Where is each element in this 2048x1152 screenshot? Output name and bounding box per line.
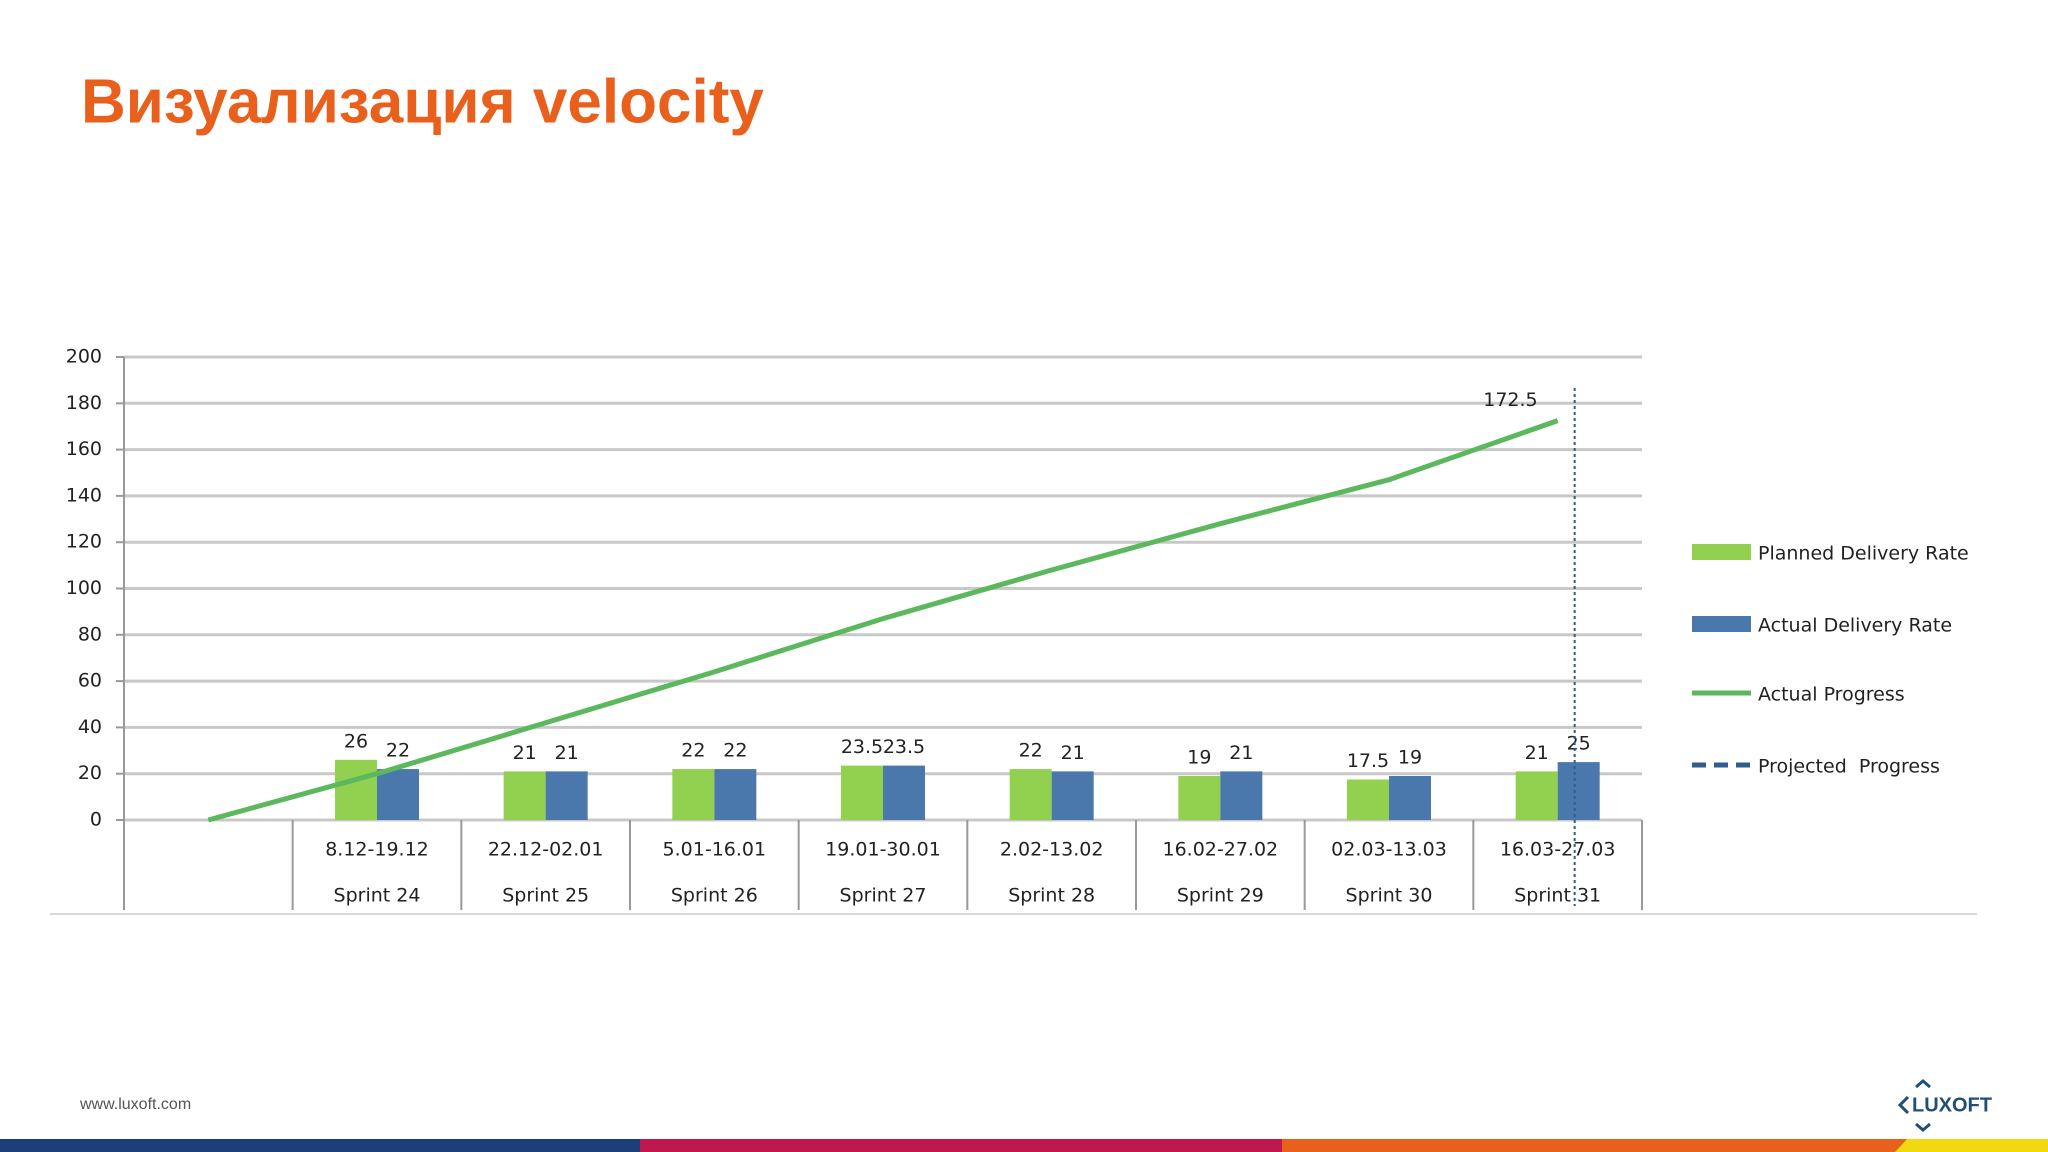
logo-mark [1897, 1079, 1931, 1132]
bar [1051, 771, 1094, 820]
bar [883, 765, 925, 820]
bar-label: 17.5 [1347, 750, 1389, 772]
bar [1389, 776, 1431, 820]
bar [1178, 776, 1221, 820]
logo-text: LUXOFT [1912, 1094, 1992, 1116]
progress-line [207, 418, 1559, 823]
sprint-label: Sprint 26 [671, 885, 758, 907]
footer-url: www.luxoft.com [79, 1096, 191, 1113]
bar [1220, 771, 1263, 820]
bar [672, 769, 715, 820]
x-tick-label: 8.12-19.12 [325, 839, 429, 861]
sprint-label: Sprint 27 [840, 885, 927, 907]
bar-label: 21 [513, 742, 537, 764]
bar-label: 19 [1398, 747, 1422, 769]
bar-label: 21 [555, 742, 579, 764]
sprint-label: Sprint 25 [502, 885, 589, 907]
x-tick-label: 16.02-27.02 [1163, 839, 1279, 861]
legend-swatch [1692, 616, 1751, 632]
sprint-label: Sprint 30 [1346, 885, 1433, 907]
bar-label: 23.5 [883, 736, 925, 758]
legend-label: Actual Progress [1758, 684, 1905, 706]
bar [1347, 779, 1389, 820]
bar-label: 21 [1525, 742, 1549, 764]
bar-label: 25 [1567, 733, 1591, 755]
line-label: 172.5 [1483, 389, 1537, 411]
bar [377, 769, 419, 820]
footer-bar [0, 1139, 640, 1152]
bar-label: 22 [1019, 740, 1043, 762]
bar-label: 19 [1187, 747, 1211, 769]
y-tick-label: 200 [66, 346, 102, 368]
x-tick-label: 22.12-02.01 [488, 839, 604, 861]
footer-bar [1282, 1139, 1907, 1152]
x-tick-label: 2.02-13.02 [1000, 839, 1104, 861]
bar [1557, 762, 1600, 820]
x-tick-label: 19.01-30.01 [825, 839, 941, 861]
x-tick-label: 5.01-16.01 [663, 839, 767, 861]
y-tick-label: 160 [66, 438, 102, 460]
legend-swatch [1692, 544, 1751, 560]
x-tick-label: 16.03-27.03 [1500, 839, 1616, 861]
bar [503, 771, 546, 820]
bar-label: 26 [344, 730, 368, 752]
bar [841, 765, 883, 820]
bar-label: 22 [386, 740, 410, 762]
slide-title: Визуализация velocity [81, 67, 764, 136]
y-tick-label: 60 [78, 670, 102, 692]
sprint-label: Sprint 24 [334, 885, 421, 907]
bar [545, 771, 588, 820]
legend-label: Projected Progress [1758, 756, 1940, 778]
bar [335, 759, 377, 820]
footer-bar [1895, 1139, 2048, 1152]
y-tick-label: 80 [78, 623, 102, 645]
y-tick-label: 140 [66, 484, 102, 506]
chart: 0 20 40 60 80 100 120 140 160 180 200 8.12-19.12 Spr… [66, 346, 1969, 910]
bar-label: 22 [681, 740, 705, 762]
y-tick-label: 20 [78, 762, 102, 784]
legend-label: Planned Delivery Rate [1758, 543, 1969, 565]
legend-label: Actual Delivery Rate [1758, 615, 1952, 637]
footer-bar [640, 1139, 1282, 1152]
sprint-label: Sprint 28 [1008, 885, 1095, 907]
y-tick-label: 40 [78, 716, 102, 738]
y-tick-label: 120 [66, 531, 102, 553]
sprint-label: Sprint 31 [1514, 885, 1601, 907]
x-tick-label: 02.03-13.03 [1331, 839, 1447, 861]
bar-label: 21 [1229, 742, 1253, 764]
y-tick-label: 180 [66, 392, 102, 414]
bar [1515, 771, 1558, 820]
bar-label: 22 [723, 740, 747, 762]
y-tick-label: 100 [66, 577, 102, 599]
bar-label: 21 [1061, 742, 1085, 764]
bar [714, 769, 757, 820]
logo: LUXOFT [1897, 1079, 1992, 1132]
bar [1009, 769, 1052, 820]
sprint-label: Sprint 29 [1177, 885, 1264, 907]
y-tick-label: 0 [90, 809, 102, 831]
bar-label: 23.5 [841, 736, 883, 758]
